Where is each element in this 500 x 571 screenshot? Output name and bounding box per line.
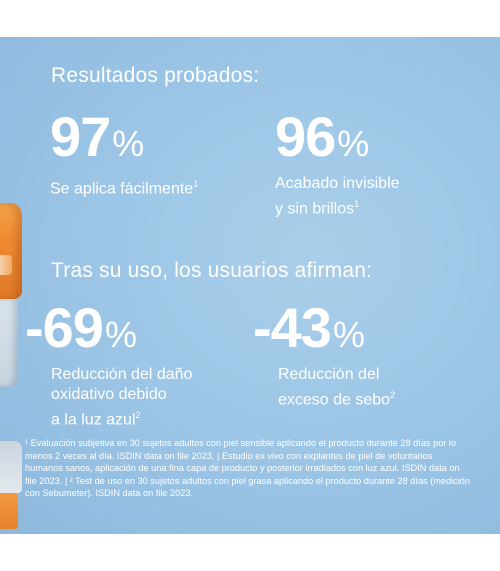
results-panel: IN Resultados probados: 97% Se aplica fá… [0, 37, 500, 534]
stat-invisible-finish: 96% Acabado invisible y sin brillos1 [275, 109, 400, 219]
stat-value: 97 [50, 105, 111, 168]
footnote-mark: 2 [135, 410, 141, 420]
footnote-mark: 2 [390, 390, 396, 400]
bottle-body [0, 299, 18, 387]
product-bottle-image-bottom: IN [0, 441, 22, 534]
results-heading: Resultados probados: [51, 64, 260, 87]
product-bottle-image [0, 203, 22, 387]
footnotes: ¹ Evaluación subjetiva en 30 sujetos adu… [25, 438, 471, 498]
stat-description: Reducción del daño oxidativo debido a la… [51, 366, 193, 429]
stat-description: Acabado invisible y sin brillos [275, 175, 400, 218]
stat-value: -69 [25, 296, 104, 359]
stat-unit: % [104, 314, 137, 355]
stat-easy-application: 97% Se aplica fácilmente1 [50, 109, 198, 199]
stat-description: Reducción del exceso de sebo [278, 366, 391, 409]
footnote-mark: 1 [354, 199, 360, 209]
stat-value: 96 [275, 105, 336, 168]
stat-unit: % [337, 123, 370, 164]
bottle-label-band [0, 493, 18, 529]
stat-oxidative-damage: -69% Reducción del daño oxidativo debido… [25, 300, 192, 430]
users-heading: Tras su uso, los usuarios afirman: [51, 259, 373, 282]
footnote-mark: 1 [193, 179, 199, 189]
stat-description: Se aplica fácilmente [50, 180, 194, 198]
bottle-cap [0, 203, 22, 299]
stat-unit: % [332, 314, 365, 355]
stat-value: -43 [253, 296, 332, 359]
stat-sebum-reduction: -43% Reducción del exceso de sebo2 [253, 300, 395, 410]
bottle-cap-bottom [0, 441, 22, 493]
stat-unit: % [112, 123, 145, 164]
